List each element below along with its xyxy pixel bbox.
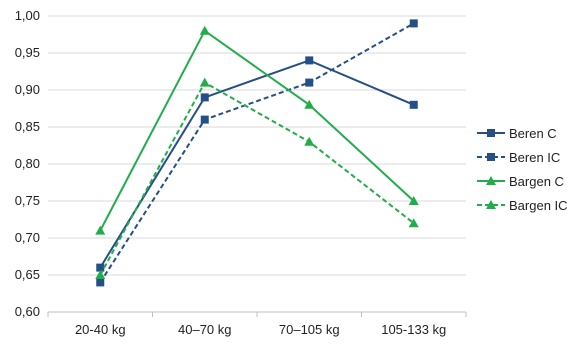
data-point-marker: [96, 278, 105, 287]
data-point-marker: [305, 56, 314, 65]
data-point-marker: [200, 93, 209, 102]
series-line: [99, 22, 415, 283]
data-point-marker: [409, 19, 418, 28]
series-line: [99, 59, 415, 269]
data-point-marker: [199, 77, 210, 87]
legend-item: Bargen C: [477, 174, 564, 189]
legend-marker: [487, 129, 495, 137]
y-tick-label: 0,75: [15, 193, 40, 208]
series-line: [99, 29, 415, 232]
x-axis-ticks: 20-40 kg 40–70 kg 70–105 kg 105-133 kg: [47, 311, 467, 337]
y-tick-label: 1,00: [15, 8, 40, 23]
legend-label: Beren IC: [509, 150, 560, 165]
data-point-marker: [96, 263, 105, 272]
legend-marker: [486, 200, 496, 209]
legend: Beren C Beren IC Bargen C Bargen IC: [477, 126, 568, 213]
y-tick-label: 0,65: [15, 267, 40, 282]
y-tick-label: 0,95: [15, 45, 40, 60]
data-point-marker: [95, 270, 106, 279]
series-line: [99, 81, 415, 276]
legend-label: Bargen C: [509, 174, 564, 189]
legend-marker: [486, 176, 496, 185]
y-axis-ticks: 0,60 0,65 0,70 0,75 0,80 0,85 0,90 0,95 1,00: [15, 8, 40, 319]
legend-marker: [487, 153, 495, 161]
series-beren-c: [96, 56, 418, 272]
data-point-marker: [95, 225, 106, 235]
data-point-marker: [200, 115, 209, 124]
x-tick-label: 70–105 kg: [279, 322, 340, 337]
series-bargen-ic: [95, 77, 419, 279]
legend-item: Bargen IC: [477, 198, 568, 213]
legend-label: Beren C: [509, 126, 557, 141]
data-point-marker: [199, 25, 210, 35]
legend-item: Beren IC: [477, 150, 560, 165]
series-beren-ic: [96, 19, 418, 287]
data-point-marker: [304, 99, 315, 109]
data-point-marker: [409, 100, 418, 109]
y-tick-label: 0,60: [15, 304, 40, 319]
series-bargen-c: [95, 25, 419, 235]
x-tick-label: 20-40 kg: [75, 322, 126, 337]
y-tick-label: 0,90: [15, 82, 40, 97]
data-point-marker: [305, 78, 314, 87]
y-tick-label: 0,80: [15, 156, 40, 171]
y-tick-label: 0,85: [15, 119, 40, 134]
legend-label: Bargen IC: [509, 198, 568, 213]
x-tick-label: 105-133 kg: [381, 322, 446, 337]
y-tick-label: 0,70: [15, 230, 40, 245]
data-point-marker: [408, 218, 419, 228]
legend-item: Beren C: [477, 126, 557, 141]
data-point-marker: [304, 136, 315, 146]
data-point-marker: [408, 196, 419, 205]
series-lines: [95, 19, 419, 287]
x-tick-label: 40–70 kg: [178, 322, 232, 337]
